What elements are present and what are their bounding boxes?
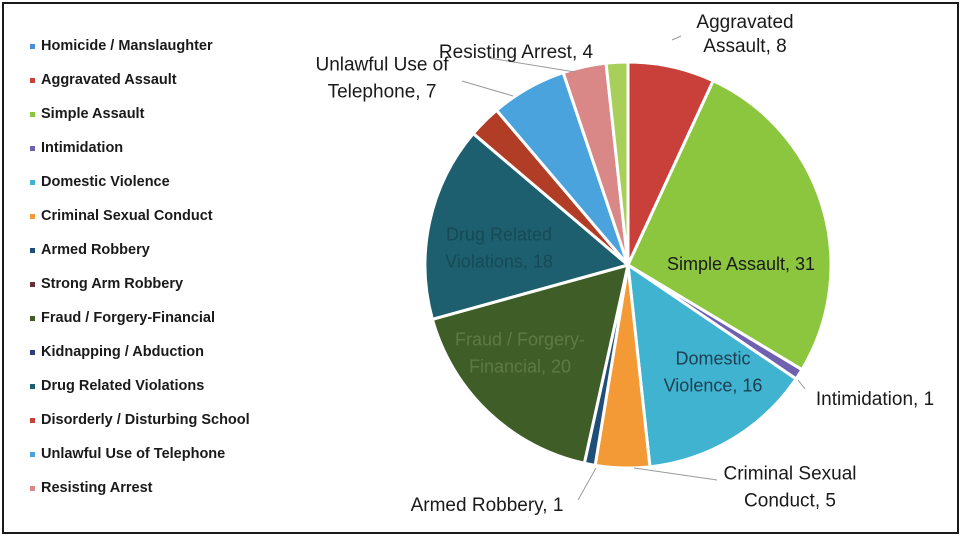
legend-swatch	[30, 316, 35, 321]
data-label-armed-robbery: Armed Robbery, 1	[411, 495, 564, 516]
legend-label: Criminal Sexual Conduct	[41, 208, 213, 224]
legend-swatch	[30, 418, 35, 423]
legend-label: Resisting Arrest	[41, 480, 153, 496]
legend-swatch	[30, 248, 35, 253]
pie-slice-unlabeled	[604, 60, 630, 267]
legend-item-kidnapping-abduction: Kidnapping / Abduction	[30, 344, 250, 378]
leader-line	[488, 57, 576, 73]
legend-item-intimidation: Intimidation	[30, 140, 250, 174]
data-label-resisting-arrest: Resisting Arrest, 4	[439, 42, 594, 63]
legend-label: Strong Arm Robbery	[41, 276, 184, 292]
legend-label: Unlawful Use of Telephone	[41, 446, 226, 462]
legend-swatch	[30, 112, 35, 117]
data-label-aggravated-assault: Aggravated Assault, 8	[696, 12, 793, 57]
legend-swatch	[30, 214, 35, 219]
pie-slice-drug-related-violations	[423, 132, 630, 321]
data-label-line: Unlawful Use of	[315, 55, 449, 76]
data-label-simple-assault: Simple Assault, 31	[667, 254, 815, 274]
leader-line	[633, 467, 718, 481]
pie-slice-fraud-forgery-financial	[430, 263, 630, 465]
data-label-criminal-sexual-conduct: Criminal Sexual Conduct, 5	[723, 464, 856, 512]
legend-item-fraud-forgery-financial: Fraud / Forgery-Financial	[30, 310, 250, 344]
legend-label: Intimidation	[41, 140, 124, 156]
data-label-intimidation: Intimidation, 1	[816, 389, 934, 410]
legend-item-strong-arm-robbery: Strong Arm Robbery	[30, 276, 250, 310]
data-label-drug-related-violations: Drug Related Violations, 18	[445, 225, 553, 272]
legend-item-drug-related-violations: Drug Related Violations	[30, 378, 250, 412]
legend-swatch	[30, 350, 35, 355]
legend-swatch	[30, 44, 35, 49]
legend-swatch	[30, 486, 35, 491]
legend-swatch	[30, 180, 35, 185]
leader-line	[461, 80, 514, 97]
data-label-domestic-violence: Domestic Violence, 16	[664, 349, 763, 396]
legend-label: Armed Robbery	[41, 242, 150, 258]
legend-label: Disorderly / Disturbing School	[41, 412, 250, 428]
legend-swatch	[30, 452, 35, 457]
data-label-line: Armed Robbery, 1	[411, 495, 564, 516]
legend-item-domestic-violence: Domestic Violence	[30, 174, 250, 208]
data-label-line: Violence, 16	[664, 376, 763, 396]
legend-label: Fraud / Forgery-Financial	[41, 310, 216, 326]
data-label-line: Telephone, 7	[328, 82, 437, 103]
legend-label: Simple Assault	[41, 106, 145, 122]
data-label-line: Drug Related	[446, 225, 552, 245]
legend-item-armed-robbery: Armed Robbery	[30, 242, 250, 276]
data-label-line: Conduct, 5	[744, 491, 836, 512]
data-label-line: Simple Assault, 31	[667, 254, 815, 274]
legend-swatch	[30, 146, 35, 151]
data-label-unlawful-use-of-telephone: Unlawful Use of Telephone, 7	[315, 55, 449, 103]
legend-label: Aggravated Assault	[41, 72, 177, 88]
data-label-line: Fraud / Forgery-	[455, 330, 585, 350]
legend-label: Drug Related Violations	[41, 378, 205, 394]
legend-label: Homicide / Manslaughter	[41, 38, 213, 54]
pie-slice-simple-assault	[626, 79, 833, 372]
data-label-line: Criminal Sexual	[723, 464, 856, 485]
data-label-line: Domestic	[675, 349, 750, 369]
data-label-line: Assault, 8	[703, 36, 786, 57]
legend-item-homicide-manslaughter: Homicide / Manslaughter	[30, 38, 250, 72]
legend-label: Kidnapping / Abduction	[41, 344, 204, 360]
leader-line	[797, 379, 806, 390]
legend: Homicide / Manslaughter Aggravated Assaul…	[30, 38, 250, 514]
legend-swatch	[30, 282, 35, 287]
leader-line	[577, 467, 597, 501]
legend-swatch	[30, 78, 35, 83]
legend-item-disorderly-disturbing-school: Disorderly / Disturbing School	[30, 412, 250, 446]
leader-line	[671, 35, 682, 41]
legend-swatch	[30, 384, 35, 389]
data-label-line: Aggravated	[696, 12, 793, 33]
legend-item-simple-assault: Simple Assault	[30, 106, 250, 140]
legend-label: Domestic Violence	[41, 174, 170, 190]
data-label-line: Financial, 20	[469, 357, 571, 377]
data-label-line: Resisting Arrest, 4	[439, 42, 594, 63]
data-label-line: Intimidation, 1	[816, 389, 934, 410]
data-label-fraud-forgery-financial: Fraud / Forgery- Financial, 20	[455, 330, 585, 377]
pie-slice-domestic-violence	[626, 263, 798, 469]
data-label-line: Violations, 18	[445, 252, 553, 272]
legend-item-resisting-arrest: Resisting Arrest	[30, 480, 250, 514]
legend-item-criminal-sexual-conduct: Criminal Sexual Conduct	[30, 208, 250, 242]
legend-item-aggravated-assault: Aggravated Assault	[30, 72, 250, 106]
legend-item-unlawful-use-of-telephone: Unlawful Use of Telephone	[30, 446, 250, 480]
